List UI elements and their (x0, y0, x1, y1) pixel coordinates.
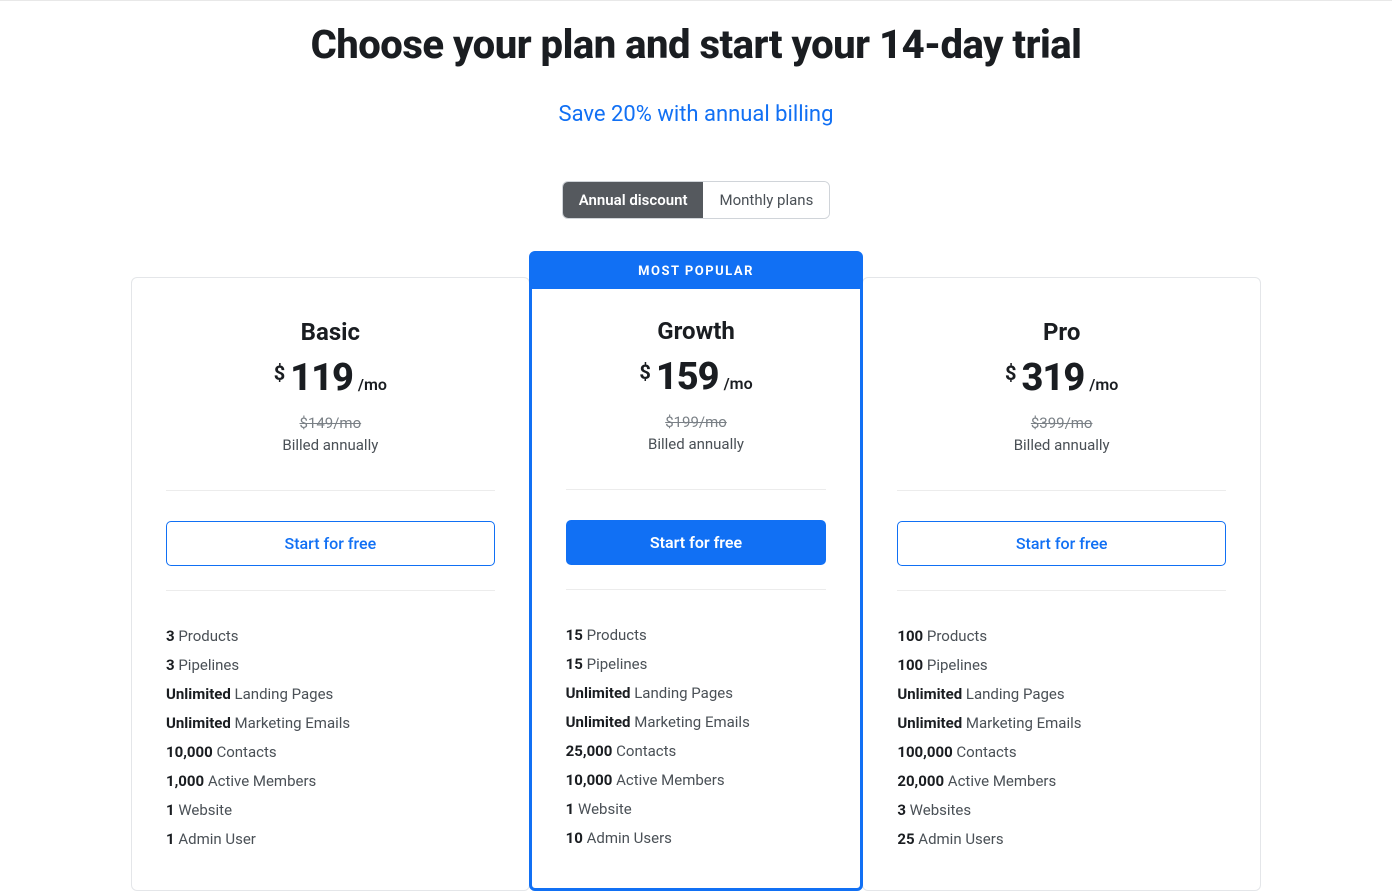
feature-item: 1 Website (566, 800, 827, 818)
subtitle: Save 20% with annual billing (131, 102, 1261, 127)
currency: $ (274, 361, 285, 385)
divider (897, 490, 1226, 491)
feature-item: 15 Pipelines (566, 655, 827, 673)
toggle-annual[interactable]: Annual discount (563, 182, 704, 218)
feature-item: 3 Pipelines (166, 656, 495, 674)
billing-toggle: Annual discount Monthly plans (131, 181, 1261, 219)
currency: $ (1005, 361, 1016, 385)
feature-item: 10,000 Active Members (566, 771, 827, 789)
feature-item: 1,000 Active Members (166, 772, 495, 790)
price: 319 (1022, 356, 1085, 400)
feature-item: 1 Admin User (166, 830, 495, 848)
feature-list: 100 Products 100 Pipelines Unlimited Lan… (897, 627, 1226, 848)
feature-item: 100 Products (897, 627, 1226, 645)
toggle-monthly[interactable]: Monthly plans (703, 182, 829, 218)
feature-item: 3 Products (166, 627, 495, 645)
period: /mo (358, 375, 387, 394)
plan-basic: Basic $ 119 /mo $149/mo Billed annually … (131, 277, 530, 891)
price: 159 (656, 355, 719, 399)
start-free-button[interactable]: Start for free (166, 521, 495, 566)
old-price: $199/mo (566, 413, 827, 431)
price-row: $ 119 /mo (166, 356, 495, 400)
feature-item: 100,000 Contacts (897, 743, 1226, 761)
feature-item: Unlimited Marketing Emails (897, 714, 1226, 732)
price-row: $ 319 /mo (897, 356, 1226, 400)
feature-item: Unlimited Marketing Emails (566, 713, 827, 731)
price-row: $ 159 /mo (566, 355, 827, 399)
plan-pro: Pro $ 319 /mo $399/mo Billed annually St… (862, 277, 1261, 891)
most-popular-badge: MOST POPULAR (532, 254, 861, 289)
start-free-button[interactable]: Start for free (897, 521, 1226, 566)
period: /mo (1089, 375, 1118, 394)
divider (566, 589, 827, 590)
old-price: $399/mo (897, 414, 1226, 432)
currency: $ (639, 360, 650, 384)
feature-item: Unlimited Landing Pages (566, 684, 827, 702)
feature-list: 15 Products 15 Pipelines Unlimited Landi… (566, 626, 827, 847)
feature-item: Unlimited Landing Pages (166, 685, 495, 703)
feature-item: 15 Products (566, 626, 827, 644)
plans-row: Basic $ 119 /mo $149/mo Billed annually … (131, 277, 1261, 891)
feature-item: 10 Admin Users (566, 829, 827, 847)
page-title: Choose your plan and start your 14-day t… (131, 21, 1261, 68)
feature-item: 25 Admin Users (897, 830, 1226, 848)
feature-item: 1 Website (166, 801, 495, 819)
feature-list: 3 Products 3 Pipelines Unlimited Landing… (166, 627, 495, 848)
feature-item: 10,000 Contacts (166, 743, 495, 761)
billing-note: Billed annually (897, 436, 1226, 454)
divider (566, 489, 827, 490)
feature-item: Unlimited Landing Pages (897, 685, 1226, 703)
plan-name: Pro (897, 318, 1226, 346)
divider (166, 490, 495, 491)
divider (897, 590, 1226, 591)
price: 119 (290, 356, 353, 400)
old-price: $149/mo (166, 414, 495, 432)
feature-item: Unlimited Marketing Emails (166, 714, 495, 732)
divider (166, 590, 495, 591)
feature-item: 25,000 Contacts (566, 742, 827, 760)
feature-item: 100 Pipelines (897, 656, 1226, 674)
start-free-button[interactable]: Start for free (566, 520, 827, 565)
plan-name: Growth (566, 317, 827, 345)
feature-item: 20,000 Active Members (897, 772, 1226, 790)
billing-note: Billed annually (166, 436, 495, 454)
plan-growth: MOST POPULAR Growth $ 159 /mo $199/mo Bi… (529, 251, 864, 891)
feature-item: 3 Websites (897, 801, 1226, 819)
billing-note: Billed annually (566, 435, 827, 453)
plan-name: Basic (166, 318, 495, 346)
period: /mo (724, 374, 753, 393)
